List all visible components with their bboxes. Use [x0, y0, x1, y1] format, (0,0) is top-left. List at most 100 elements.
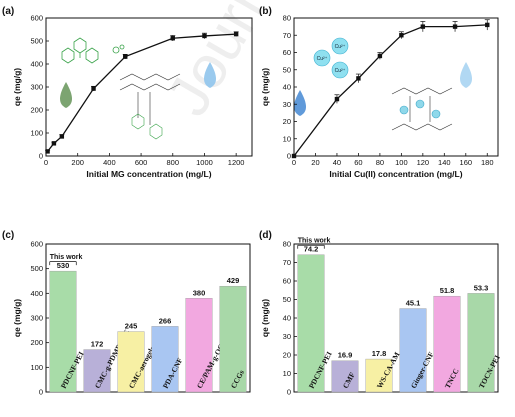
adsorbent-structure-icon — [391, 87, 453, 131]
blue-droplet-icon — [294, 90, 306, 116]
bar-value-label: 245 — [125, 322, 138, 331]
bar-5 — [219, 285, 247, 393]
data-point — [51, 141, 57, 146]
y-tick-label: 70 — [283, 31, 291, 40]
panel-d-label: (d) — [259, 230, 272, 241]
y-tick-label: 300 — [30, 314, 43, 323]
y-axis-title: qe (mg/g) — [260, 299, 270, 337]
x-tick-label: 800 — [167, 158, 180, 167]
y-tick-label: 200 — [30, 106, 43, 115]
data-point — [123, 54, 128, 59]
data-point — [233, 31, 239, 37]
bar-1 — [331, 360, 359, 393]
cu-ion-icon — [331, 61, 349, 79]
cu-ion-label: Cu²⁺ — [317, 56, 328, 62]
x-tick-label: 200 — [71, 158, 84, 167]
x-tick-label: 0 — [292, 158, 296, 167]
panel-a-chart: (a) 0 200 40 — [2, 6, 253, 179]
mg-molecule-icon — [61, 37, 125, 64]
y-tick-label: 20 — [283, 117, 291, 126]
y-tick-label: 10 — [283, 369, 291, 378]
bar-value-label: 17.8 — [372, 349, 387, 358]
x-tick-label: 0 — [44, 158, 48, 167]
x-tick-label: 100 — [395, 158, 408, 167]
y-tick-label: 0 — [39, 388, 43, 397]
bar-value-label: 172 — [91, 340, 104, 349]
data-point — [202, 33, 207, 39]
cu-ion-group: Cu²⁺ Cu²⁺ Cu²⁺ — [313, 37, 349, 79]
data-point — [91, 86, 96, 91]
panel-b-label: (b) — [259, 6, 272, 17]
bar-value-label: 53.3 — [474, 283, 489, 292]
bar-4 — [185, 298, 213, 393]
data-point — [420, 24, 426, 29]
this-work-annotation: This work — [50, 254, 83, 261]
x-tick-label: 80 — [376, 158, 384, 167]
y-tick-label: 400 — [30, 289, 43, 298]
data-point — [485, 22, 490, 28]
y-axis-title: qe (mg/g) — [12, 299, 22, 337]
series-line — [293, 24, 488, 157]
panel-b-illustration: Cu²⁺ Cu²⁺ Cu²⁺ — [294, 37, 472, 131]
blue-droplet-icon — [204, 62, 216, 88]
y-tick-label: 0 — [39, 152, 43, 161]
x-tick-label: 400 — [103, 158, 116, 167]
data-point — [356, 76, 361, 81]
data-point — [45, 149, 50, 154]
y-tick-label: 70 — [283, 258, 291, 267]
data-point — [59, 134, 65, 139]
y-tick-label: 100 — [30, 129, 43, 138]
x-tick-label: 160 — [460, 158, 473, 167]
y-tick-label: 600 — [30, 14, 43, 23]
bar-0 — [297, 254, 325, 393]
x-tick-label: 600 — [135, 158, 148, 167]
y-tick-label: 30 — [283, 332, 291, 341]
bar-3 — [151, 326, 179, 393]
bar-2 — [365, 358, 393, 393]
y-tick-label: 500 — [30, 37, 43, 46]
y-tick-label: 60 — [283, 277, 291, 286]
bar-value-label: 266 — [159, 316, 172, 325]
bar-value-label: 45.1 — [406, 299, 421, 308]
y-tick-label: 300 — [30, 83, 43, 92]
bar-value-label: 51.8 — [440, 286, 455, 295]
panel-a-illustration — [60, 37, 216, 140]
cu-ion-icon — [313, 49, 331, 67]
bar-value-label: 16.9 — [338, 351, 353, 360]
panel-c-label: (c) — [2, 230, 14, 241]
y-tick-label: 40 — [283, 314, 291, 323]
x-tick-label: 180 — [481, 158, 494, 167]
data-point — [452, 24, 458, 29]
data-point — [170, 36, 175, 41]
y-tick-label: 0 — [287, 152, 291, 161]
data-point — [377, 53, 383, 59]
bar-value-label: 380 — [193, 288, 206, 297]
x-tick-label: 120 — [417, 158, 430, 167]
y-tick-label: 500 — [30, 264, 43, 273]
y-tick-label: 0 — [287, 388, 291, 397]
x-tick-label: 40 — [333, 158, 341, 167]
panel-a-label: (a) — [2, 6, 14, 17]
cu-ion-label: Cu²⁺ — [335, 44, 346, 50]
y-tick-label: 200 — [30, 338, 43, 347]
light-blue-droplet-icon — [460, 62, 472, 88]
data-point — [399, 33, 404, 38]
y-tick-label: 50 — [283, 65, 291, 74]
bar-3 — [399, 308, 427, 393]
x-tick-label: 60 — [354, 158, 362, 167]
bar-1 — [83, 349, 111, 393]
green-droplet-icon — [60, 82, 72, 108]
y-tick-label: 80 — [283, 240, 291, 249]
bar-0 — [49, 270, 77, 393]
y-tick-label: 10 — [283, 134, 291, 143]
x-axis-title: Initial MG concentration (mg/L) — [86, 169, 211, 179]
y-axis-title: qe (mg/g) — [12, 68, 22, 106]
bar-5 — [467, 293, 495, 393]
this-work-annotation: This work — [298, 238, 331, 245]
y-tick-label: 30 — [283, 100, 291, 109]
x-tick-label: 140 — [438, 158, 451, 167]
y-tick-label: 80 — [283, 14, 291, 23]
bar-value-label: 530 — [57, 261, 70, 270]
bar-2 — [117, 331, 145, 393]
